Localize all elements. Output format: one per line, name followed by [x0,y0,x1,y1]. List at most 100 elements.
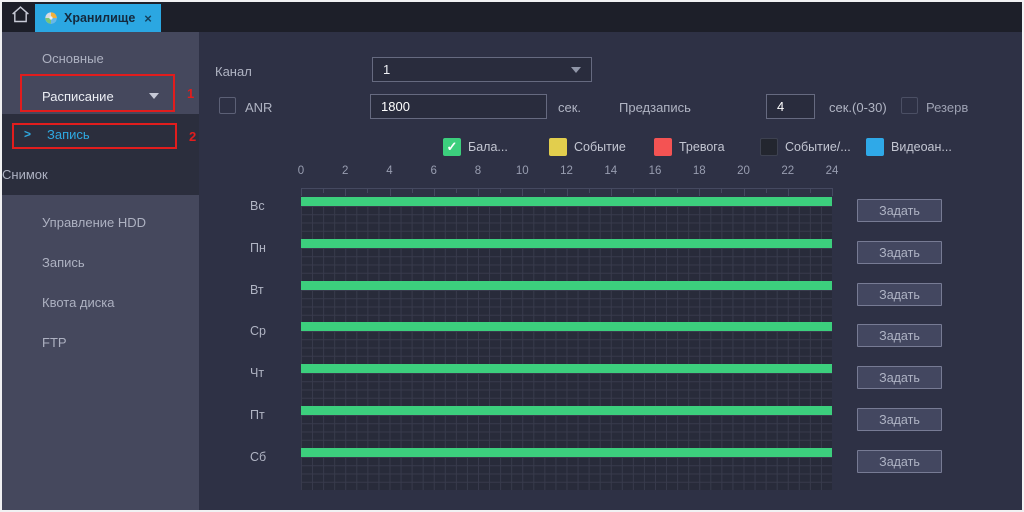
axis-tick [500,188,502,193]
hour-tick-label: 12 [560,165,573,177]
schedule-cells[interactable] [301,373,832,406]
axis-tick [433,188,435,196]
day-label: Ср [250,324,266,338]
home-button[interactable] [7,5,33,29]
schedule-cells[interactable] [301,248,832,281]
sidebar-item-label: FTP [42,334,67,350]
set-button[interactable]: Задать [857,241,942,264]
legend-label: Тревога [679,140,725,154]
record-bar[interactable] [301,448,832,457]
axis-tick [765,188,767,193]
anr-seconds-input[interactable] [370,94,547,119]
sidebar-item-label: Управление HDD [42,214,147,230]
hour-tick-label: 24 [825,165,839,177]
storage-disk-icon [44,11,58,25]
record-type-checkbox[interactable]: ✓ [443,138,461,156]
schedule-row [301,364,832,406]
set-button[interactable]: Задать [857,199,942,222]
schedule-cells[interactable] [301,331,832,364]
hour-tick-label: 16 [648,165,662,177]
record-type-checkbox[interactable] [549,138,567,156]
sidebar-item-label: Квота диска [42,294,115,310]
set-buttons: Задать Задать Задать Задать Задать Задать Зада… [857,197,942,490]
time-axis-ticks [301,188,833,196]
sidebar-item-schedule[interactable]: Расписание [2,78,199,114]
sidebar-item-label: Запись [42,254,85,270]
sidebar-item-label: Расписание [42,88,114,104]
prerecord-label: Предзапись [619,100,691,115]
set-button[interactable]: Задать [857,283,942,306]
sidebar-item-snapshot[interactable]: Снимок [2,154,199,195]
axis-tick [677,188,679,193]
schedule-cells[interactable] [301,290,832,323]
legend-item-event: Событие [549,138,626,156]
record-type-checkbox[interactable] [866,138,884,156]
schedule-row [301,197,832,239]
record-type-checkbox[interactable] [654,138,672,156]
schedule-submenu: > Запись Снимок [2,114,199,195]
legend-item-video-analytics: Видеоан... [866,138,952,156]
sidebar-item-record-mode[interactable]: Запись [2,242,199,282]
anr-checkbox[interactable] [219,97,236,114]
tab-close-icon[interactable]: × [144,10,152,26]
sidebar-item-record[interactable]: > Запись [2,114,199,154]
record-bar[interactable] [301,364,832,373]
hour-tick-label: 14 [604,165,618,177]
record-type-checkbox[interactable] [760,138,778,156]
schedule-cells[interactable] [301,415,832,448]
channel-label: Канал [215,64,252,79]
hour-tick-label: 2 [342,165,349,177]
legend-label: Событие/... [785,140,851,154]
axis-tick [455,188,457,193]
set-button[interactable]: Задать [857,450,942,473]
axis-tick [787,188,789,196]
set-button[interactable]: Задать [857,366,942,389]
axis-tick [345,188,347,196]
axis-tick [544,188,546,193]
axis-tick [721,188,723,193]
set-button[interactable]: Задать [857,324,942,347]
legend-label: Событие [574,140,626,154]
day-label: Вт [250,283,264,297]
legend-item-event-alarm: Событие/... [760,138,851,156]
sidebar-item-disk-quota[interactable]: Квота диска [2,282,199,322]
selected-arrow-icon: > [24,127,32,141]
schedule-cells[interactable] [301,206,832,239]
axis-tick [478,188,479,196]
sidebar-item-label: Основные [42,50,104,66]
home-icon [10,4,31,30]
redundancy-checkbox[interactable] [901,97,918,114]
hour-tick-label: 8 [474,165,482,177]
hour-tick-label: 20 [737,165,750,177]
sidebar-item-ftp[interactable]: FTP [2,322,199,362]
axis-tick [522,188,524,196]
axis-tick [832,188,833,196]
record-bar[interactable] [301,322,832,331]
channel-select[interactable]: 1 [372,57,592,82]
schedule-row [301,406,832,448]
axis-tick [655,188,656,196]
axis-tick [632,188,634,193]
legend-item-continuous: ✓ Бала... [443,138,508,156]
sidebar-item-basic[interactable]: Основные [2,38,199,78]
record-bar[interactable] [301,239,832,248]
prerecord-input[interactable] [766,94,815,119]
schedule-row [301,281,832,323]
sidebar-item-hdd-management[interactable]: Управление HDD [2,202,199,242]
day-label: Чт [250,366,265,380]
record-bar[interactable] [301,197,832,206]
axis-tick [389,188,391,196]
hour-tick-label: 10 [515,165,529,177]
legend-item-alarm: Тревога [654,138,725,156]
schedule-grid [301,197,832,490]
tab-bar: Хранилище × [2,2,1022,32]
schedule-cells[interactable] [301,457,832,490]
record-bar[interactable] [301,281,832,290]
anr-unit-label: сек. [558,100,582,115]
legend-label: Бала... [468,140,508,154]
set-button[interactable]: Задать [857,408,942,431]
tab-storage[interactable]: Хранилище × [35,4,161,32]
record-bar[interactable] [301,406,832,415]
hour-tick-label: 22 [781,165,795,177]
